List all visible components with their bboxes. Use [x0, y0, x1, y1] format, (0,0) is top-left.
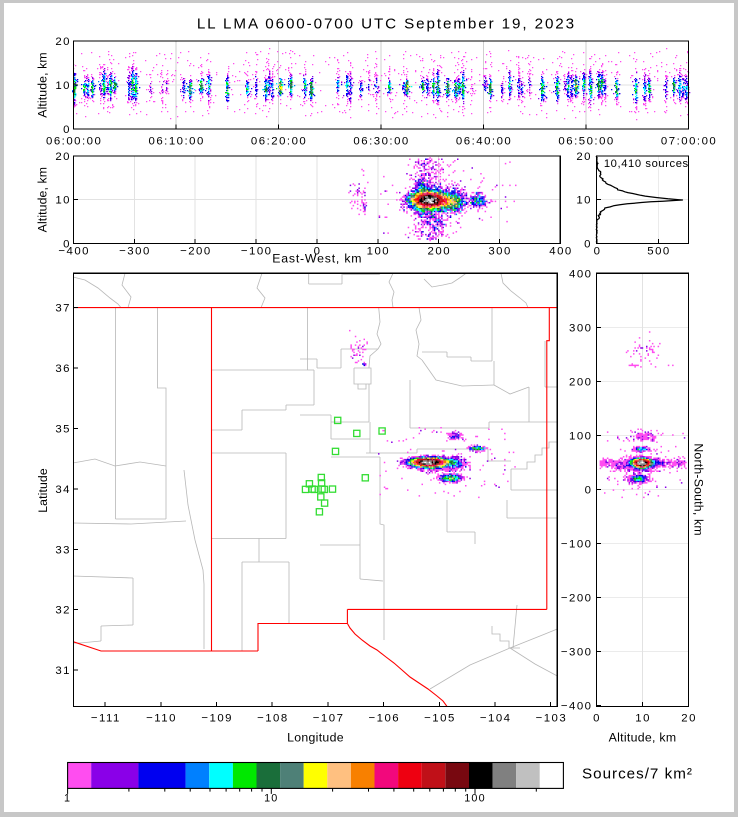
svg-text:31: 31: [55, 665, 71, 677]
svg-text:LL LMA 0600-0700 UTC September: LL LMA 0600-0700 UTC September 19, 2023: [197, 16, 576, 33]
svg-text:32: 32: [55, 605, 71, 617]
svg-text:300: 300: [488, 246, 512, 258]
svg-text:400: 400: [569, 268, 593, 280]
svg-text:400: 400: [549, 246, 573, 258]
svg-text:−200: −200: [180, 246, 212, 258]
svg-text:20: 20: [576, 151, 592, 163]
svg-text:06:30:00: 06:30:00: [353, 136, 409, 148]
svg-text:North-South, km: North-South, km: [692, 443, 706, 536]
svg-text:10: 10: [264, 793, 278, 805]
svg-text:10,410 sources: 10,410 sources: [604, 158, 689, 170]
svg-text:−300: −300: [561, 647, 593, 659]
svg-text:0: 0: [593, 713, 601, 725]
svg-text:100: 100: [569, 430, 593, 442]
svg-text:20: 20: [55, 36, 71, 48]
svg-text:10: 10: [635, 713, 651, 725]
svg-text:−108: −108: [257, 713, 289, 725]
svg-text:0: 0: [63, 124, 71, 136]
svg-text:36: 36: [55, 363, 71, 375]
svg-text:10: 10: [55, 80, 71, 92]
svg-text:−105: −105: [424, 713, 456, 725]
svg-text:−100: −100: [241, 246, 273, 258]
svg-text:0: 0: [594, 246, 602, 258]
svg-text:06:20:00: 06:20:00: [251, 136, 307, 148]
svg-text:−300: −300: [119, 246, 151, 258]
svg-text:0: 0: [584, 239, 592, 251]
svg-text:−100: −100: [561, 539, 593, 551]
svg-text:20: 20: [681, 713, 697, 725]
svg-text:06:10:00: 06:10:00: [149, 136, 205, 148]
svg-text:0: 0: [63, 239, 71, 251]
svg-text:Sources/7 km²: Sources/7 km²: [582, 766, 693, 783]
svg-text:−103: −103: [536, 713, 568, 725]
svg-text:10: 10: [576, 195, 592, 207]
svg-text:100: 100: [367, 246, 391, 258]
svg-text:−107: −107: [313, 713, 345, 725]
svg-text:0: 0: [314, 246, 322, 258]
svg-text:07:00:00: 07:00:00: [661, 136, 717, 148]
svg-text:100: 100: [464, 793, 486, 805]
svg-text:0: 0: [585, 485, 593, 497]
svg-text:06:50:00: 06:50:00: [558, 136, 614, 148]
svg-text:Altitude, km: Altitude, km: [36, 52, 50, 117]
svg-text:−400: −400: [58, 246, 90, 258]
svg-text:−109: −109: [201, 713, 233, 725]
svg-text:200: 200: [569, 376, 593, 388]
svg-text:East-West, km: East-West, km: [272, 252, 362, 266]
svg-text:−400: −400: [561, 701, 593, 713]
svg-text:Altitude, km: Altitude, km: [609, 731, 677, 745]
svg-text:Latitude: Latitude: [36, 468, 50, 513]
svg-text:34: 34: [55, 484, 71, 496]
svg-text:−106: −106: [368, 713, 400, 725]
svg-text:33: 33: [55, 544, 71, 556]
svg-text:06:40:00: 06:40:00: [456, 136, 512, 148]
svg-text:200: 200: [428, 246, 452, 258]
svg-text:1: 1: [64, 793, 71, 805]
svg-text:06:00:00: 06:00:00: [46, 136, 102, 148]
svg-text:−104: −104: [480, 713, 512, 725]
svg-text:Altitude, km: Altitude, km: [36, 167, 50, 232]
svg-text:300: 300: [569, 322, 593, 334]
svg-text:20: 20: [55, 151, 71, 163]
svg-text:500: 500: [647, 246, 671, 258]
svg-text:−110: −110: [146, 713, 177, 725]
svg-text:35: 35: [55, 424, 71, 436]
svg-text:37: 37: [55, 303, 71, 315]
svg-text:−200: −200: [561, 593, 593, 605]
svg-text:10: 10: [55, 195, 71, 207]
svg-text:−111: −111: [91, 713, 121, 725]
svg-text:Longitude: Longitude: [287, 731, 344, 745]
